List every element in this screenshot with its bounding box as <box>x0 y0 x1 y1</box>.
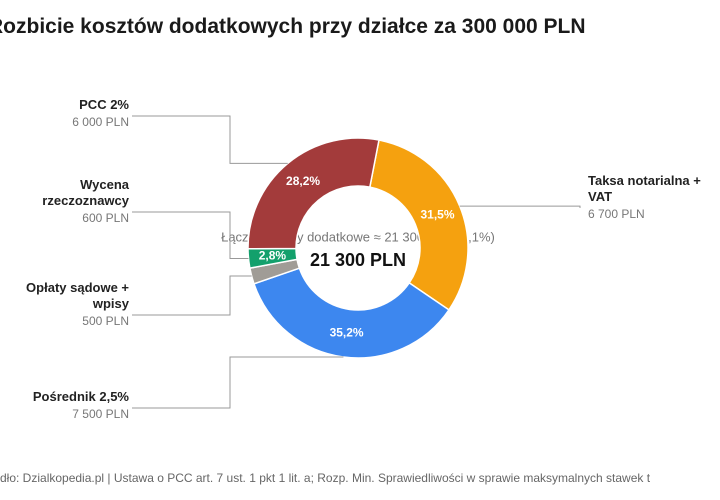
slice-label: PCC 2% 6 000 PLN <box>11 97 129 130</box>
value-label: 6 700 PLN <box>588 207 645 221</box>
donut-slice <box>368 139 469 311</box>
slice-percent-label: 28,2% <box>286 174 320 188</box>
slice-percent-label: 31,5% <box>421 207 455 221</box>
slice-label: Opłaty sądowe + wpisy 500 PLN <box>11 280 129 329</box>
value-label: 600 PLN <box>82 211 129 225</box>
category-name: PCC 2% <box>79 97 129 112</box>
leader-line <box>132 356 344 409</box>
donut-slice <box>247 137 380 250</box>
category-name: Pośrednik 2,5% <box>32 389 129 404</box>
slice-label: Taksa notarialna + VAT 6 700 PLN <box>588 173 718 222</box>
category-name: Taksa notarialna + VAT <box>588 173 701 204</box>
slice-label: Pośrednik 2,5% 7 500 PLN <box>11 389 129 422</box>
category-name: Opłaty sądowe + wpisy <box>26 280 129 311</box>
value-label: 500 PLN <box>82 314 129 328</box>
leader-line <box>459 205 581 208</box>
chart-title: Rozbicie kosztów dodatkowych przy działc… <box>0 15 586 38</box>
leader-line <box>132 211 249 260</box>
value-label: 7 500 PLN <box>72 407 129 421</box>
donut-slice <box>253 267 450 359</box>
leader-line <box>132 275 252 316</box>
center-total: 21 300 PLN <box>310 250 406 270</box>
slice-label: Wycena rzeczoznawcy 600 PLN <box>11 177 129 226</box>
slice-percent-label: 2,8% <box>259 248 287 262</box>
category-name: Wycena rzeczoznawcy <box>42 177 129 208</box>
value-label: 6 000 PLN <box>72 115 129 129</box>
slice-percent-label: 35,2% <box>330 325 364 339</box>
source-note: Źródło: Dzialkopedia.pl | Ustawa o PCC a… <box>0 470 651 485</box>
leader-line <box>132 115 288 164</box>
